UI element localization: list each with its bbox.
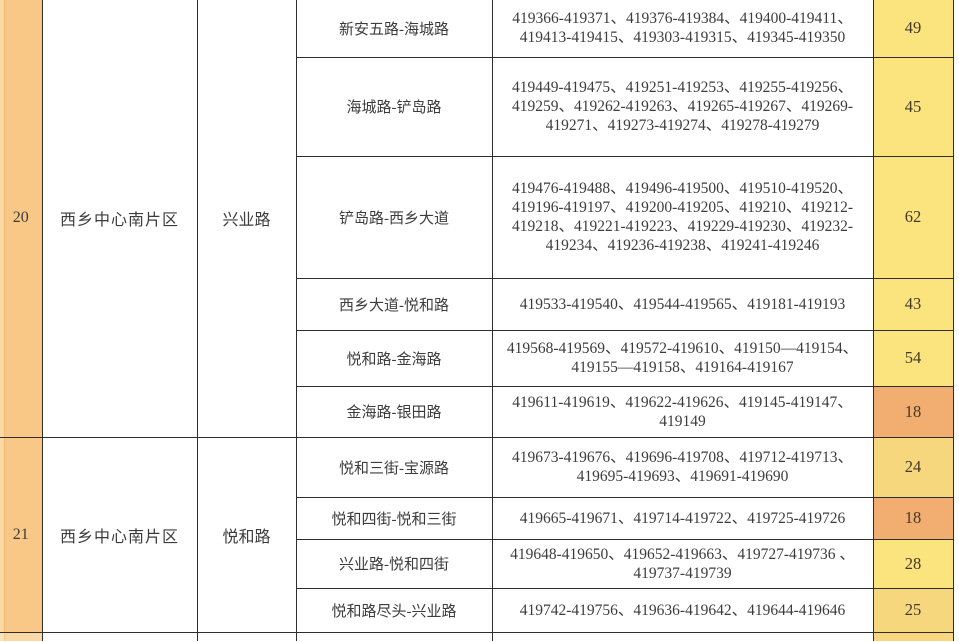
road-cell: 兴业路 (196, 0, 297, 438)
segment-cell-partial (295, 631, 493, 641)
count-cell: 18 (872, 496, 954, 540)
district-cell: 西乡中心南片区 (41, 0, 198, 438)
table-row-partial (0, 631, 954, 641)
group-id-cell: 20 (0, 0, 43, 438)
codes-cell: 419742-419756、419636-419642、419644-41964… (491, 587, 874, 633)
segment-cell: 悦和四街-悦和三街 (296, 496, 493, 540)
segment-cell: 铲岛路-西乡大道 (296, 155, 493, 279)
table-row: 21 西乡中心南片区 悦和路 悦和三街-宝源路 419673-419676、41… (0, 436, 954, 633)
segment-cell: 海城路-铲岛路 (296, 56, 493, 157)
codes-cell: 419611-419619、419622-419626、419145-41914… (491, 385, 874, 438)
group-id-cell: 21 (0, 436, 43, 633)
codes-cell: 419665-419671、419714-419722、419725-41972… (491, 496, 874, 540)
codes-cell: 419568-419569、419572-419610、419150—41915… (491, 329, 874, 387)
district-cell-partial (41, 631, 198, 641)
count-cell: 62 (872, 155, 954, 279)
segment-cell: 悦和路-金海路 (296, 329, 493, 387)
district-cell: 西乡中心南片区 (41, 436, 198, 633)
codes-cell: 419366-419371、419376-419384、419400-41941… (491, 0, 874, 58)
table-row: 悦和路尽头-兴业路 419742-419756、419636-419642、41… (0, 587, 954, 633)
count-cell: 24 (872, 436, 954, 498)
segment-cell: 兴业路-悦和四街 (296, 538, 493, 589)
codes-cell: 419648-419650、419652-419663、419727-41973… (491, 538, 874, 589)
road-cell-partial (196, 631, 297, 641)
count-cell: 54 (872, 329, 954, 387)
segment-cell: 金海路-银田路 (296, 385, 493, 438)
count-cell: 25 (872, 587, 954, 633)
segment-cell: 西乡大道-悦和路 (296, 277, 493, 331)
count-cell: 28 (872, 538, 954, 589)
group-id-cell-partial (0, 631, 43, 641)
table-row: 金海路-银田路 419611-419619、419622-419626、4191… (0, 385, 954, 438)
segment-cell: 悦和三街-宝源路 (295, 436, 493, 498)
codes-cell-partial (491, 631, 874, 641)
road-cell: 悦和路 (196, 436, 297, 633)
table-row: 悦和四街-悦和三街 419665-419671、419714-419722、41… (0, 496, 954, 540)
count-cell: 18 (872, 385, 954, 438)
count-cell: 43 (872, 277, 954, 331)
segment-cell: 悦和路尽头-兴业路 (296, 587, 493, 633)
codes-cell: 419533-419540、419544-419565、419181-41919… (491, 277, 874, 331)
codes-cell: 419673-419676、419696-419708、419712-41971… (491, 436, 874, 498)
segment-cell: 新安五路-海城路 (295, 0, 493, 58)
codes-cell: 419449-419475、419251-419253、419255-41925… (491, 56, 874, 157)
table-row: 20 西乡中心南片区 兴业路 新安五路-海城路 419366-419371、41… (0, 0, 954, 438)
count-cell: 49 (872, 0, 954, 58)
table-row: 海城路-铲岛路 419449-419475、419251-419253、4192… (0, 56, 954, 157)
count-cell: 45 (872, 56, 954, 157)
count-cell-partial (872, 631, 954, 641)
codes-cell: 419476-419488、419496-419500、419510-41952… (491, 155, 874, 279)
table-row: 铲岛路-西乡大道 419476-419488、419496-419500、419… (0, 155, 954, 279)
